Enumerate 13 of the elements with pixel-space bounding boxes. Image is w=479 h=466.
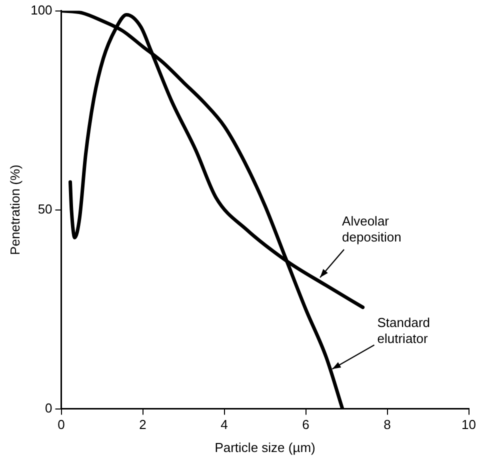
x-tick-label: 2 [139, 417, 146, 432]
x-tick-label: 0 [58, 417, 65, 432]
x-tick-label: 6 [302, 417, 310, 432]
y-tick-label: 50 [38, 201, 52, 216]
x-tick-label: 8 [384, 417, 391, 432]
y-axis-title: Penetration (%) [7, 164, 22, 255]
x-axis-title: Particle size (µm) [214, 440, 316, 455]
y-tick-label: 100 [30, 2, 52, 18]
x-tick-label: 4 [220, 417, 228, 432]
x-tick-label: 10 [462, 417, 476, 432]
y-tick-label: 0 [45, 400, 52, 416]
annotation: Alveolar deposition [342, 214, 402, 245]
annotation: Standard elutriator [377, 315, 430, 346]
